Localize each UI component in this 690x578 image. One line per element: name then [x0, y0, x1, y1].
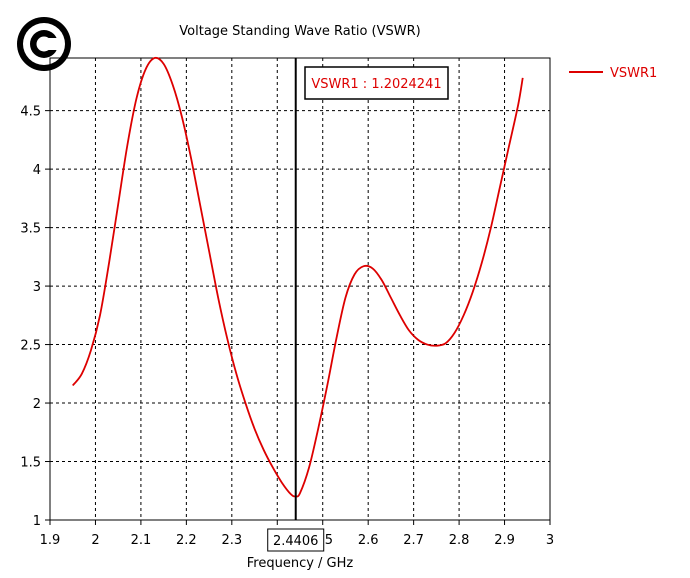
- x-tick-label: 2.8: [449, 533, 470, 548]
- legend-label-vswr1: VSWR1: [610, 66, 657, 81]
- plot-frame: [49, 57, 551, 521]
- legend: VSWR1: [569, 66, 657, 81]
- marker-box: VSWR1 : 1.2024241: [304, 66, 449, 100]
- y-tick-label: 3.5: [20, 222, 41, 237]
- marker-readout: VSWR1 : 1.2024241: [311, 77, 441, 92]
- x-tick-label: 2.6: [358, 533, 379, 548]
- cursor-x-readout: 2.4406: [267, 528, 325, 552]
- grid: [50, 58, 550, 520]
- logo-icon: [17, 17, 71, 71]
- series-line-vswr1: [72, 56, 524, 498]
- x-tick-label: 2: [91, 533, 99, 548]
- y-tick-label: 2.5: [20, 339, 41, 354]
- cursor-x-value: 2.4406: [273, 534, 319, 549]
- x-axis-title: Frequency / GHz: [247, 556, 354, 571]
- x-tick-label: 2.7: [403, 533, 424, 548]
- chart-title: Voltage Standing Wave Ratio (VSWR): [179, 24, 420, 39]
- y-tick-label: 4: [33, 163, 41, 178]
- x-tick-label: 3: [546, 533, 554, 548]
- x-tick-label: 2.3: [221, 533, 242, 548]
- y-tick-label: 1.5: [20, 456, 41, 471]
- x-tick-label: 2.9: [494, 533, 515, 548]
- y-tick-label: 2: [33, 397, 41, 412]
- x-tick-label: 1.9: [40, 533, 61, 548]
- y-tick-label: 1: [33, 514, 41, 529]
- x-tick-label: 2.1: [131, 533, 152, 548]
- y-tick-label: 4.5: [20, 105, 41, 120]
- x-tick-label: 2.2: [176, 533, 197, 548]
- tick-labels: 1.922.12.22.32.42.52.62.72.82.9311.522.5…: [20, 105, 554, 548]
- y-tick-label: 3: [33, 280, 41, 295]
- ticks: [45, 110, 551, 525]
